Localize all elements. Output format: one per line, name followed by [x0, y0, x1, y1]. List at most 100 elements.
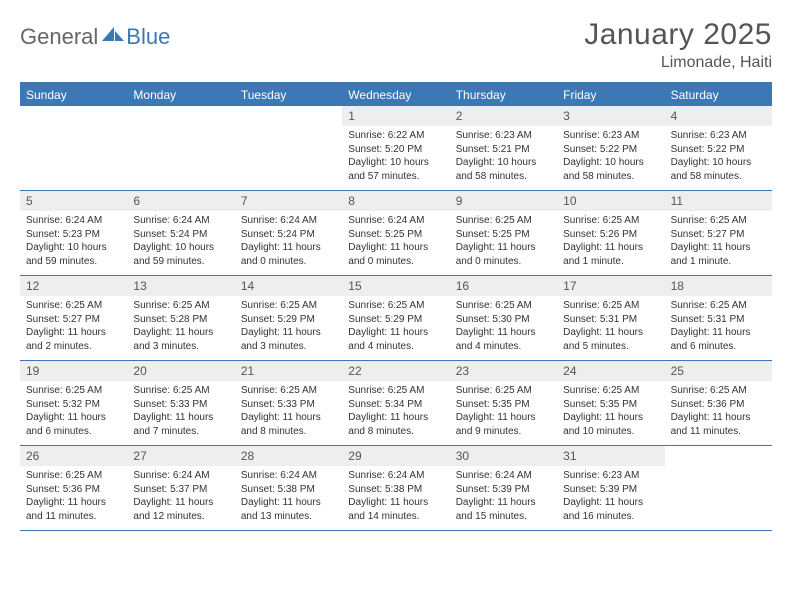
day-cell: 26Sunrise: 6:25 AMSunset: 5:36 PMDayligh…	[20, 446, 127, 530]
sunset-text: Sunset: 5:31 PM	[563, 313, 658, 327]
sunrise-text: Sunrise: 6:23 AM	[456, 129, 551, 143]
sunset-text: Sunset: 5:35 PM	[563, 398, 658, 412]
sunset-text: Sunset: 5:36 PM	[671, 398, 766, 412]
sunset-text: Sunset: 5:37 PM	[133, 483, 228, 497]
daylight-text: Daylight: 11 hours and 12 minutes.	[133, 496, 228, 523]
daylight-text: Daylight: 11 hours and 3 minutes.	[133, 326, 228, 353]
day-cell: 27Sunrise: 6:24 AMSunset: 5:37 PMDayligh…	[127, 446, 234, 530]
day-cell: 15Sunrise: 6:25 AMSunset: 5:29 PMDayligh…	[342, 276, 449, 360]
daylight-text: Daylight: 11 hours and 14 minutes.	[348, 496, 443, 523]
sunrise-text: Sunrise: 6:23 AM	[563, 469, 658, 483]
day-body: Sunrise: 6:25 AMSunset: 5:29 PMDaylight:…	[342, 296, 449, 357]
daylight-text: Daylight: 11 hours and 15 minutes.	[456, 496, 551, 523]
sunset-text: Sunset: 5:25 PM	[456, 228, 551, 242]
daylight-text: Daylight: 10 hours and 58 minutes.	[563, 156, 658, 183]
daylight-text: Daylight: 11 hours and 5 minutes.	[563, 326, 658, 353]
day-number: 4	[665, 106, 772, 126]
day-cell: 20Sunrise: 6:25 AMSunset: 5:33 PMDayligh…	[127, 361, 234, 445]
day-body: Sunrise: 6:25 AMSunset: 5:34 PMDaylight:…	[342, 381, 449, 442]
day-number: 9	[450, 191, 557, 211]
week-row: 1Sunrise: 6:22 AMSunset: 5:20 PMDaylight…	[20, 106, 772, 191]
sunset-text: Sunset: 5:33 PM	[133, 398, 228, 412]
day-number: 28	[235, 446, 342, 466]
sunset-text: Sunset: 5:35 PM	[456, 398, 551, 412]
day-number: 24	[557, 361, 664, 381]
day-cell: 22Sunrise: 6:25 AMSunset: 5:34 PMDayligh…	[342, 361, 449, 445]
day-number: 8	[342, 191, 449, 211]
sunset-text: Sunset: 5:30 PM	[456, 313, 551, 327]
day-cell: 23Sunrise: 6:25 AMSunset: 5:35 PMDayligh…	[450, 361, 557, 445]
day-cell: 5Sunrise: 6:24 AMSunset: 5:23 PMDaylight…	[20, 191, 127, 275]
dow-tuesday: Tuesday	[235, 84, 342, 106]
day-number: 17	[557, 276, 664, 296]
day-body: Sunrise: 6:25 AMSunset: 5:29 PMDaylight:…	[235, 296, 342, 357]
day-number: 2	[450, 106, 557, 126]
day-number: 26	[20, 446, 127, 466]
daylight-text: Daylight: 11 hours and 6 minutes.	[671, 326, 766, 353]
sunset-text: Sunset: 5:24 PM	[133, 228, 228, 242]
daylight-text: Daylight: 11 hours and 8 minutes.	[348, 411, 443, 438]
day-number: 16	[450, 276, 557, 296]
sunrise-text: Sunrise: 6:25 AM	[671, 214, 766, 228]
sunset-text: Sunset: 5:22 PM	[563, 143, 658, 157]
sunset-text: Sunset: 5:39 PM	[563, 483, 658, 497]
sunset-text: Sunset: 5:27 PM	[671, 228, 766, 242]
day-cell: 8Sunrise: 6:24 AMSunset: 5:25 PMDaylight…	[342, 191, 449, 275]
sunrise-text: Sunrise: 6:25 AM	[241, 299, 336, 313]
day-body: Sunrise: 6:23 AMSunset: 5:21 PMDaylight:…	[450, 126, 557, 187]
sunset-text: Sunset: 5:38 PM	[348, 483, 443, 497]
sunrise-text: Sunrise: 6:23 AM	[671, 129, 766, 143]
day-cell: 7Sunrise: 6:24 AMSunset: 5:24 PMDaylight…	[235, 191, 342, 275]
daylight-text: Daylight: 11 hours and 1 minute.	[563, 241, 658, 268]
sunrise-text: Sunrise: 6:22 AM	[348, 129, 443, 143]
day-body: Sunrise: 6:25 AMSunset: 5:33 PMDaylight:…	[235, 381, 342, 442]
day-cell	[20, 106, 127, 190]
daylight-text: Daylight: 11 hours and 13 minutes.	[241, 496, 336, 523]
brand-sail-icon	[102, 27, 124, 41]
day-cell: 24Sunrise: 6:25 AMSunset: 5:35 PMDayligh…	[557, 361, 664, 445]
daylight-text: Daylight: 10 hours and 58 minutes.	[456, 156, 551, 183]
day-body: Sunrise: 6:25 AMSunset: 5:27 PMDaylight:…	[20, 296, 127, 357]
day-cell: 31Sunrise: 6:23 AMSunset: 5:39 PMDayligh…	[557, 446, 664, 530]
sunset-text: Sunset: 5:22 PM	[671, 143, 766, 157]
header: General Blue January 2025 Limonade, Hait…	[20, 18, 772, 72]
day-body: Sunrise: 6:25 AMSunset: 5:36 PMDaylight:…	[665, 381, 772, 442]
dow-wednesday: Wednesday	[342, 84, 449, 106]
day-number: 25	[665, 361, 772, 381]
day-cell: 16Sunrise: 6:25 AMSunset: 5:30 PMDayligh…	[450, 276, 557, 360]
sunrise-text: Sunrise: 6:25 AM	[133, 384, 228, 398]
day-body: Sunrise: 6:24 AMSunset: 5:24 PMDaylight:…	[127, 211, 234, 272]
sunset-text: Sunset: 5:24 PM	[241, 228, 336, 242]
day-number: 13	[127, 276, 234, 296]
sunrise-text: Sunrise: 6:24 AM	[241, 214, 336, 228]
sunrise-text: Sunrise: 6:24 AM	[348, 214, 443, 228]
brand-logo: General Blue	[20, 18, 170, 50]
dow-monday: Monday	[127, 84, 234, 106]
day-body: Sunrise: 6:24 AMSunset: 5:24 PMDaylight:…	[235, 211, 342, 272]
sunset-text: Sunset: 5:39 PM	[456, 483, 551, 497]
day-body: Sunrise: 6:22 AMSunset: 5:20 PMDaylight:…	[342, 126, 449, 187]
sunrise-text: Sunrise: 6:25 AM	[348, 299, 443, 313]
sunrise-text: Sunrise: 6:24 AM	[133, 214, 228, 228]
day-cell: 30Sunrise: 6:24 AMSunset: 5:39 PMDayligh…	[450, 446, 557, 530]
sunrise-text: Sunrise: 6:24 AM	[241, 469, 336, 483]
daylight-text: Daylight: 11 hours and 1 minute.	[671, 241, 766, 268]
day-cell: 28Sunrise: 6:24 AMSunset: 5:38 PMDayligh…	[235, 446, 342, 530]
sunrise-text: Sunrise: 6:24 AM	[26, 214, 121, 228]
sunset-text: Sunset: 5:36 PM	[26, 483, 121, 497]
sunrise-text: Sunrise: 6:25 AM	[456, 214, 551, 228]
day-cell: 1Sunrise: 6:22 AMSunset: 5:20 PMDaylight…	[342, 106, 449, 190]
day-number: 20	[127, 361, 234, 381]
day-cell	[235, 106, 342, 190]
day-number	[235, 106, 342, 126]
sunrise-text: Sunrise: 6:25 AM	[26, 384, 121, 398]
day-number: 22	[342, 361, 449, 381]
day-body: Sunrise: 6:23 AMSunset: 5:22 PMDaylight:…	[665, 126, 772, 187]
day-cell: 9Sunrise: 6:25 AMSunset: 5:25 PMDaylight…	[450, 191, 557, 275]
calendar: Sunday Monday Tuesday Wednesday Thursday…	[20, 82, 772, 531]
sunrise-text: Sunrise: 6:25 AM	[563, 299, 658, 313]
day-cell: 12Sunrise: 6:25 AMSunset: 5:27 PMDayligh…	[20, 276, 127, 360]
day-number	[127, 106, 234, 126]
day-number: 5	[20, 191, 127, 211]
day-body: Sunrise: 6:25 AMSunset: 5:28 PMDaylight:…	[127, 296, 234, 357]
